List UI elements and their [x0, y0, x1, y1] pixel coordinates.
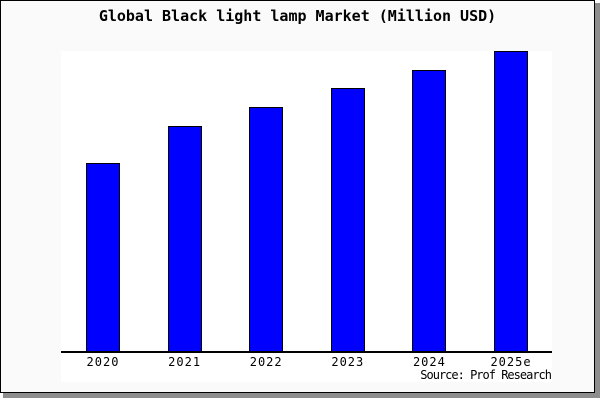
- source-credit: Source: Prof Research: [420, 368, 552, 382]
- chart-title: Global Black light lamp Market (Million …: [98, 7, 497, 25]
- x-tick-label-2021: 2021: [168, 355, 202, 369]
- bar-2021: [167, 126, 202, 353]
- x-tick-label-2020: 2020: [86, 355, 120, 369]
- bar-2023: [330, 88, 365, 353]
- x-axis-line: [61, 351, 552, 353]
- bar-2024: [412, 70, 447, 353]
- x-tick-label-2025e: 2025e: [490, 355, 532, 369]
- bar-2022: [249, 107, 284, 353]
- plot-area: 2020 2021 2022 2023 2024 2025e Source: Prof R…: [61, 51, 552, 382]
- bar-2025e: [494, 51, 528, 353]
- chart-figure: Global Black light lamp Market (Million …: [0, 0, 595, 393]
- x-tick-label-2023: 2023: [331, 355, 365, 369]
- bar-2020: [86, 163, 120, 353]
- x-tick-label-2022: 2022: [249, 355, 283, 369]
- x-tick-label-2024: 2024: [412, 355, 446, 369]
